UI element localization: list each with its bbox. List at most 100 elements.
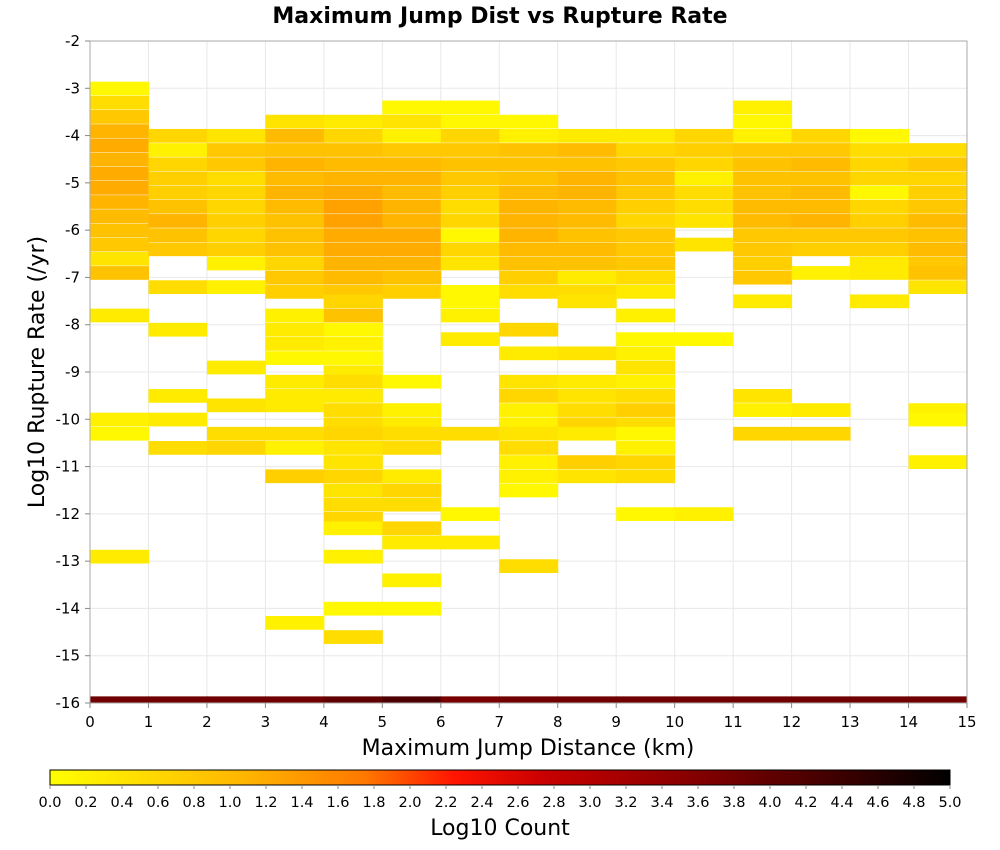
heatmap-cell bbox=[265, 256, 325, 271]
y-tick-label: -16 bbox=[56, 694, 81, 712]
heatmap-cell bbox=[499, 143, 559, 157]
heatmap-cell bbox=[499, 242, 559, 257]
heatmap-cell bbox=[557, 128, 617, 143]
x-tick-label: 14 bbox=[899, 713, 918, 731]
heatmap-cell bbox=[733, 143, 793, 157]
colorbar-tick-label: 2.2 bbox=[434, 795, 457, 811]
heatmap-cell bbox=[791, 199, 851, 214]
heatmap-cell bbox=[206, 199, 266, 214]
x-tick-label: 1 bbox=[144, 713, 154, 731]
heatmap-cell bbox=[148, 441, 208, 455]
heatmap-cell bbox=[499, 128, 559, 143]
heatmap-cell bbox=[206, 426, 266, 441]
heatmap-cell bbox=[850, 143, 910, 157]
heatmap-cell bbox=[148, 696, 208, 704]
heatmap-cell bbox=[733, 157, 793, 172]
heatmap-cell bbox=[733, 270, 793, 285]
heatmap-cell bbox=[733, 114, 793, 129]
heatmap-cell bbox=[616, 228, 676, 242]
heatmap-cell bbox=[850, 294, 910, 309]
heatmap-cell bbox=[557, 270, 617, 285]
heatmap-cell bbox=[90, 152, 149, 167]
colorbar-tick-label: 3.4 bbox=[650, 795, 673, 811]
heatmap-cell bbox=[382, 256, 442, 271]
colorbar-tick-label: 4.0 bbox=[758, 795, 781, 811]
heatmap-cell bbox=[265, 441, 325, 455]
heatmap-cell bbox=[499, 322, 559, 337]
heatmap-cell bbox=[265, 171, 325, 186]
heatmap-cell bbox=[733, 100, 793, 115]
heatmap-cell bbox=[733, 171, 793, 186]
y-tick-label: -2 bbox=[65, 32, 80, 50]
y-tick-label: -7 bbox=[65, 268, 80, 286]
colorbar-tick-label: 1.6 bbox=[326, 795, 349, 811]
heatmap-cell bbox=[323, 630, 383, 644]
chart-title: Maximum Jump Dist vs Rupture Rate bbox=[272, 4, 727, 29]
heatmap-cell bbox=[323, 294, 383, 309]
heatmap-cell bbox=[323, 114, 383, 129]
heatmap-cell bbox=[265, 469, 325, 484]
heatmap-cell bbox=[499, 441, 559, 455]
heatmap-cell bbox=[206, 398, 266, 413]
heatmap-cell bbox=[733, 389, 793, 403]
heatmap-cell bbox=[148, 242, 208, 257]
heatmap-cell bbox=[557, 389, 617, 403]
heatmap-cell bbox=[557, 199, 617, 214]
heatmap-cell bbox=[908, 280, 968, 295]
x-axis-ticks: 0 1 2 3 4 5 6 7 8 9 10 11 12 13 14 15 bbox=[85, 703, 977, 731]
heatmap-cell bbox=[90, 237, 149, 252]
x-tick-label: 6 bbox=[436, 713, 446, 731]
heatmap-cell bbox=[850, 185, 910, 200]
heatmap-cell bbox=[90, 124, 149, 138]
heatmap-cell bbox=[557, 185, 617, 200]
heatmap-cell bbox=[323, 696, 383, 704]
heatmap-cell bbox=[791, 185, 851, 200]
x-tick-label: 0 bbox=[85, 713, 95, 731]
heatmap-cell bbox=[382, 469, 442, 484]
heatmap-cell bbox=[206, 228, 266, 242]
heatmap-cell bbox=[733, 696, 793, 704]
heatmap-cell bbox=[499, 426, 559, 441]
y-tick-label: -8 bbox=[65, 316, 80, 334]
heatmap-cell bbox=[206, 696, 266, 704]
heatmap-cell bbox=[382, 143, 442, 157]
heatmap-cell bbox=[674, 696, 734, 704]
heatmap-cell bbox=[382, 171, 442, 186]
heatmap-cell bbox=[850, 228, 910, 242]
x-tick-label: 9 bbox=[611, 713, 621, 731]
heatmap-cell bbox=[323, 171, 383, 186]
heatmap-cell bbox=[265, 157, 325, 172]
heatmap-cell bbox=[908, 185, 968, 200]
colorbar-tick-label: 2.0 bbox=[398, 795, 421, 811]
heatmap-cell bbox=[90, 549, 149, 564]
heatmap-cell bbox=[499, 114, 559, 129]
colorbar-label: Log10 Count bbox=[430, 816, 570, 841]
heatmap-cell bbox=[733, 199, 793, 214]
heatmap-cell bbox=[616, 270, 676, 285]
heatmap-cell bbox=[440, 294, 500, 309]
heatmap-cell bbox=[148, 412, 208, 427]
x-tick-label: 10 bbox=[665, 713, 684, 731]
heatmap-cell bbox=[908, 214, 968, 228]
heatmap-cell bbox=[265, 322, 325, 337]
heatmap-cell bbox=[206, 185, 266, 200]
heatmap-cell bbox=[440, 171, 500, 186]
heatmap-cell bbox=[323, 256, 383, 271]
y-tick-label: -11 bbox=[56, 458, 81, 476]
heatmap-cell bbox=[850, 696, 910, 704]
heatmap-cell bbox=[616, 214, 676, 228]
heatmap-cell bbox=[850, 199, 910, 214]
heatmap-cell bbox=[674, 157, 734, 172]
heatmap-cell bbox=[616, 128, 676, 143]
heatmap-cell bbox=[382, 242, 442, 257]
heatmap-cell bbox=[148, 280, 208, 295]
heatmap-cell bbox=[382, 270, 442, 285]
heatmap-cell bbox=[499, 403, 559, 417]
x-tick-label: 4 bbox=[319, 713, 329, 731]
heatmap-cell bbox=[323, 426, 383, 441]
heatmap-cell bbox=[382, 521, 442, 536]
heatmap-cell bbox=[499, 270, 559, 285]
heatmap-cell bbox=[616, 360, 676, 375]
heatmap-cell bbox=[850, 266, 910, 280]
heatmap-cell bbox=[323, 199, 383, 214]
